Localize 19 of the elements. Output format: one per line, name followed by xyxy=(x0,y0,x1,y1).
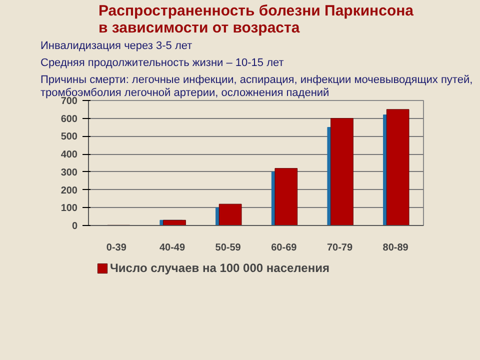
legend-label: Число случаев на 100 000 населения xyxy=(110,261,330,275)
x-tick-label: 40-49 xyxy=(159,242,186,254)
text: Инвалидизация через 3-5 лет xyxy=(40,40,192,52)
y-tick-label: 100 xyxy=(60,203,78,214)
x-tick-label: 0-39 xyxy=(106,242,127,254)
y-tick-label: 600 xyxy=(60,114,78,125)
y-tick-label: 400 xyxy=(60,150,78,161)
x-tick-label: 50-59 xyxy=(215,242,242,254)
y-tick-label: 700 xyxy=(60,96,78,107)
text: Средняя продолжительность жизни – 10-15 лет xyxy=(40,57,284,69)
x-tick-label: 80-89 xyxy=(382,242,409,254)
x-tick-label: 60-69 xyxy=(271,242,298,254)
y-tick-label: 500 xyxy=(60,132,78,143)
y-tick-label: 200 xyxy=(60,185,78,196)
text: Причины смерти: легочные инфекции, аспирация, инфекции мочевыводящих путей, тромбоэмболия легочной артерии, осложнения падений xyxy=(40,74,473,99)
y-tick-label: 300 xyxy=(60,167,78,178)
chart-title: Распространенность болезни Паркинсона в зависимости от возраста xyxy=(98,2,414,36)
y-tick-label: 0 xyxy=(72,221,78,232)
x-tick-label: 70-79 xyxy=(326,242,353,254)
